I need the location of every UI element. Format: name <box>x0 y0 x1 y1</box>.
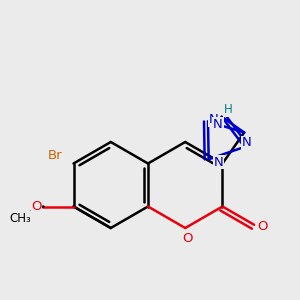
Text: N: N <box>209 113 218 126</box>
Text: O: O <box>182 232 193 244</box>
Text: O: O <box>31 200 42 213</box>
Text: O: O <box>257 220 267 233</box>
Text: CH₃: CH₃ <box>9 212 31 225</box>
Text: N: N <box>213 118 223 131</box>
Text: H: H <box>224 103 232 116</box>
Text: N: N <box>214 156 224 169</box>
Text: Br: Br <box>48 149 63 162</box>
Text: N: N <box>242 136 251 149</box>
